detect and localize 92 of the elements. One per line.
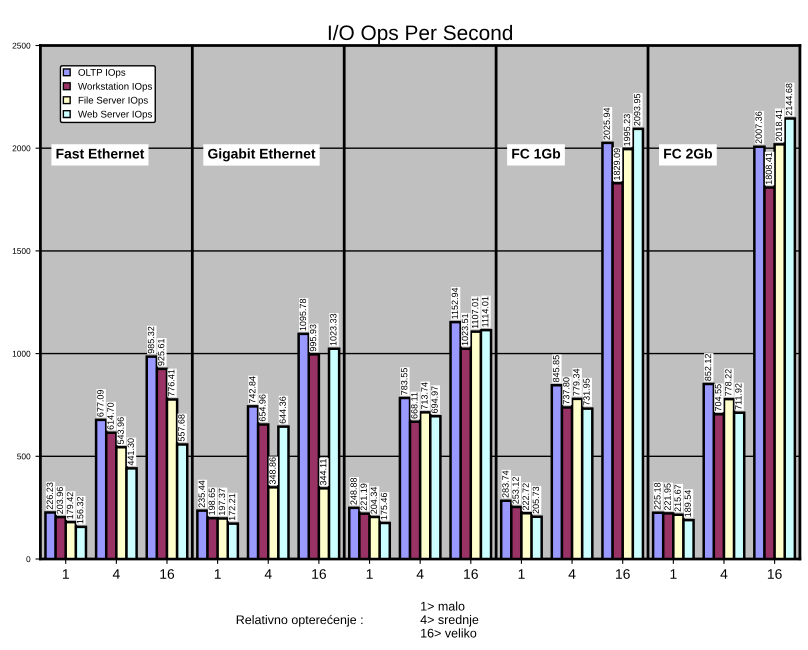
x-tick-label: 4 — [112, 569, 120, 579]
data-label: 348.86 — [269, 457, 276, 484]
annotation: Fast Ethernet — [56, 148, 144, 159]
x-tick-label: 1 — [670, 569, 677, 579]
data-label: 925.61 — [158, 338, 164, 366]
data-label: 221.95 — [664, 483, 671, 510]
data-label: 179.42 — [66, 492, 74, 519]
data-label: 253.12 — [512, 477, 519, 504]
data-label: 543.96 — [117, 417, 124, 444]
data-label: 2093.95 — [634, 94, 640, 126]
data-label: 694.97 — [431, 386, 438, 414]
data-label: 1152.94 — [452, 288, 458, 319]
data-label: 1995.23 — [624, 114, 630, 146]
data-label: 852.12 — [704, 354, 712, 381]
x-tick-label: 1 — [366, 569, 373, 579]
text: 1> malo 4> srednje 16> veliko — [420, 601, 478, 638]
data-label: 1114.01 — [482, 296, 488, 327]
data-label: 654.96 — [259, 394, 266, 422]
y-tick-label: 2500 — [12, 42, 30, 49]
x-tick-label: 4 — [416, 569, 424, 579]
annotation: FC 1Gb — [512, 148, 560, 159]
data-label: 1023.33 — [330, 314, 337, 346]
data-label: 704.55 — [714, 384, 722, 412]
data-label: 235.44 — [198, 480, 205, 508]
data-label: 668.11 — [411, 392, 418, 419]
data-label: 1808.41 — [766, 152, 772, 184]
data-label: 713.74 — [421, 382, 428, 410]
annotation: Gigabit Ethernet — [208, 148, 316, 162]
data-label: 172.21 — [228, 494, 236, 520]
data-label: 175.46 — [380, 492, 388, 520]
y-tick-label: 0 — [26, 556, 30, 562]
x-tick-label: 1 — [518, 569, 525, 579]
data-label: 221.19 — [360, 484, 367, 510]
data-label: 248.88 — [350, 478, 357, 505]
x-tick-label: 16 — [160, 569, 174, 579]
data-label: 189.54 — [684, 490, 691, 517]
data-label: 215.67 — [674, 484, 681, 512]
data-label: 778.22 — [725, 369, 732, 396]
legend-label: Workstation IOps — [78, 82, 152, 92]
data-label: 205.73 — [532, 486, 540, 514]
data-label: 557.68 — [178, 414, 185, 442]
data-label: 156.32 — [76, 496, 84, 524]
data-label: 2144.68 — [786, 83, 792, 116]
data-label: 225.18 — [654, 482, 661, 510]
x-tick-label: 4 — [568, 569, 576, 579]
data-label: 1023.51 — [462, 314, 468, 346]
data-label: 776.41 — [168, 370, 174, 396]
data-label: 441.30 — [128, 438, 134, 466]
data-label: 2007.36 — [755, 112, 762, 144]
x-tick-label: 16 — [464, 569, 478, 579]
data-label: 644.36 — [279, 396, 286, 424]
data-label: 985.32 — [148, 326, 154, 354]
data-label: 203.96 — [56, 487, 64, 514]
x-tick-label: 16 — [312, 569, 326, 579]
y-tick-label: 500 — [17, 454, 30, 460]
data-label: 1829.09 — [614, 148, 620, 180]
data-label: 614.70 — [107, 402, 114, 430]
x-tick-label: 16 — [616, 569, 630, 579]
legend-label: Web Server IOps — [78, 110, 152, 120]
data-label: 283.74 — [502, 470, 509, 498]
annotation: FC 2Gb — [664, 148, 712, 159]
x-tick-label: 4 — [264, 569, 272, 579]
data-label: 198.65 — [208, 488, 215, 515]
legend-label: OLTP IOps — [78, 68, 126, 78]
x-tick-label: 16 — [768, 569, 782, 579]
data-label: 995.93 — [310, 324, 316, 352]
data-label: 731.95 — [583, 378, 590, 406]
chart-title: I/O Ops Per Second — [328, 24, 512, 44]
data-label: 1095.78 — [300, 298, 306, 330]
data-label: 226.23 — [46, 482, 53, 510]
data-label: 1107.01 — [472, 297, 478, 328]
data-label: 677.09 — [97, 390, 104, 417]
x-tick-label: 4 — [720, 569, 728, 579]
data-label: 2025.94 — [604, 108, 610, 140]
data-label: 845.85 — [552, 355, 560, 382]
data-label: 783.55 — [401, 368, 408, 395]
data-label: 711.92 — [735, 384, 742, 410]
y-tick-label: 1000 — [12, 350, 30, 357]
data-label: 344.11 — [320, 459, 326, 486]
y-tick-label: 1500 — [12, 248, 30, 254]
data-label: 197.37 — [218, 488, 226, 515]
y-tick-label: 2000 — [12, 145, 30, 152]
data-label: 742.84 — [249, 376, 256, 404]
data-label: 222.72 — [522, 483, 529, 510]
x-tick-label: 1 — [62, 569, 69, 579]
x-tick-label: 1 — [214, 569, 221, 579]
data-label: 204.34 — [370, 486, 378, 514]
text: Relativno opterećenje : — [236, 614, 362, 627]
legend-label: File Server IOps — [78, 96, 148, 106]
data-label: 737.80 — [563, 377, 570, 404]
data-label: 2018.41 — [776, 109, 782, 142]
data-label: 779.34 — [573, 368, 580, 396]
